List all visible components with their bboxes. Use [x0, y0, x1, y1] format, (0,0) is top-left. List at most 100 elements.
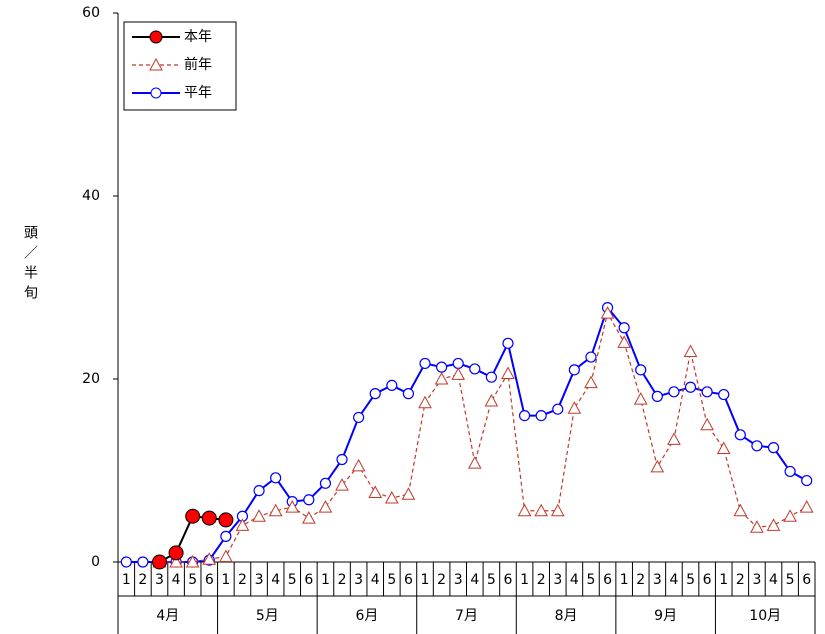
x-tick-label: 4	[669, 572, 678, 588]
x-tick-label: 6	[504, 572, 513, 588]
marker	[535, 410, 547, 422]
legend-marker	[149, 30, 163, 44]
x-tick-label: 5	[686, 572, 695, 588]
x-tick-label: 2	[636, 572, 645, 588]
marker	[218, 512, 234, 528]
marker	[485, 371, 497, 383]
marker	[436, 361, 448, 373]
x-tick-label: 1	[122, 572, 131, 588]
marker	[567, 401, 582, 414]
marker	[651, 390, 663, 402]
marker	[584, 375, 598, 389]
x-tick-label: 5	[387, 572, 396, 588]
marker	[384, 490, 399, 504]
x-tick-label: 2	[338, 572, 347, 588]
marker	[783, 509, 797, 522]
marker	[185, 508, 201, 524]
marker	[201, 510, 217, 526]
x-tick-label: 3	[553, 572, 562, 588]
marker	[518, 410, 531, 422]
marker	[550, 503, 565, 517]
marker	[219, 549, 233, 563]
x-tick-label: 6	[703, 572, 712, 588]
marker	[467, 456, 482, 469]
x-tick-label: 1	[719, 572, 728, 588]
marker	[369, 388, 381, 400]
marker	[600, 306, 615, 319]
marker	[120, 556, 132, 568]
x-tick-label: 1	[620, 572, 629, 588]
y-tick-label: 0	[91, 554, 100, 570]
x-tick-label: 3	[155, 572, 164, 588]
x-tick-label: 3	[752, 572, 761, 588]
marker	[683, 344, 698, 358]
marker	[318, 500, 333, 513]
marker	[336, 453, 348, 466]
marker	[451, 367, 466, 380]
marker	[766, 518, 781, 531]
marker	[501, 366, 515, 380]
x-tick-label: 3	[255, 572, 264, 588]
y-tick-label: 20	[82, 371, 100, 387]
x-tick-label: 2	[736, 572, 745, 588]
x-tick-label: 1	[221, 572, 230, 588]
group-label: 10月	[749, 608, 781, 624]
group-label: 4月	[156, 608, 179, 624]
marker	[750, 520, 764, 533]
marker	[303, 494, 315, 506]
marker	[700, 417, 714, 431]
marker	[434, 371, 449, 385]
x-tick-label: 4	[172, 572, 181, 588]
marker	[799, 500, 814, 513]
marker	[185, 554, 200, 568]
marker	[650, 459, 665, 473]
x-tick-label: 2	[537, 572, 546, 588]
marker	[368, 485, 383, 498]
series-line	[159, 311, 807, 563]
x-tick-label: 5	[288, 572, 297, 588]
marker	[718, 388, 730, 401]
x-tick-label: 4	[570, 572, 579, 588]
x-tick-label: 3	[454, 572, 463, 588]
x-tick-label: 1	[321, 572, 330, 588]
marker	[617, 335, 631, 348]
x-tick-label: 5	[188, 572, 197, 588]
marker	[169, 554, 183, 568]
y-tick-label: 60	[82, 5, 100, 21]
marker	[668, 386, 680, 398]
marker	[253, 485, 265, 497]
marker	[202, 552, 217, 565]
x-tick-label: 3	[653, 572, 662, 588]
marker	[335, 478, 349, 491]
group-label: 7月	[455, 608, 478, 624]
marker	[401, 487, 416, 500]
x-tick-label: 6	[304, 572, 313, 588]
marker	[767, 442, 780, 454]
x-tick-label: 5	[786, 572, 795, 588]
marker	[386, 379, 398, 392]
marker	[517, 503, 532, 517]
y-tick-label: 40	[82, 188, 100, 204]
x-tick-label: 5	[587, 572, 596, 588]
x-tick-label: 1	[421, 572, 430, 588]
marker	[585, 351, 597, 363]
x-tick-label: 4	[769, 572, 778, 588]
marker	[751, 440, 763, 452]
marker	[419, 357, 431, 370]
marker	[151, 554, 167, 570]
x-tick-label: 4	[371, 572, 380, 588]
marker	[418, 395, 432, 409]
marker	[220, 530, 232, 542]
x-tick-label: 6	[404, 572, 413, 588]
group-label: 8月	[555, 608, 578, 624]
marker	[168, 545, 184, 561]
marker	[252, 509, 266, 522]
marker	[402, 388, 415, 400]
x-tick-label: 6	[603, 572, 612, 588]
x-tick-label: 6	[205, 572, 214, 588]
marker	[734, 429, 746, 441]
x-tick-label: 3	[354, 572, 363, 588]
marker	[319, 477, 332, 489]
marker	[633, 392, 648, 405]
